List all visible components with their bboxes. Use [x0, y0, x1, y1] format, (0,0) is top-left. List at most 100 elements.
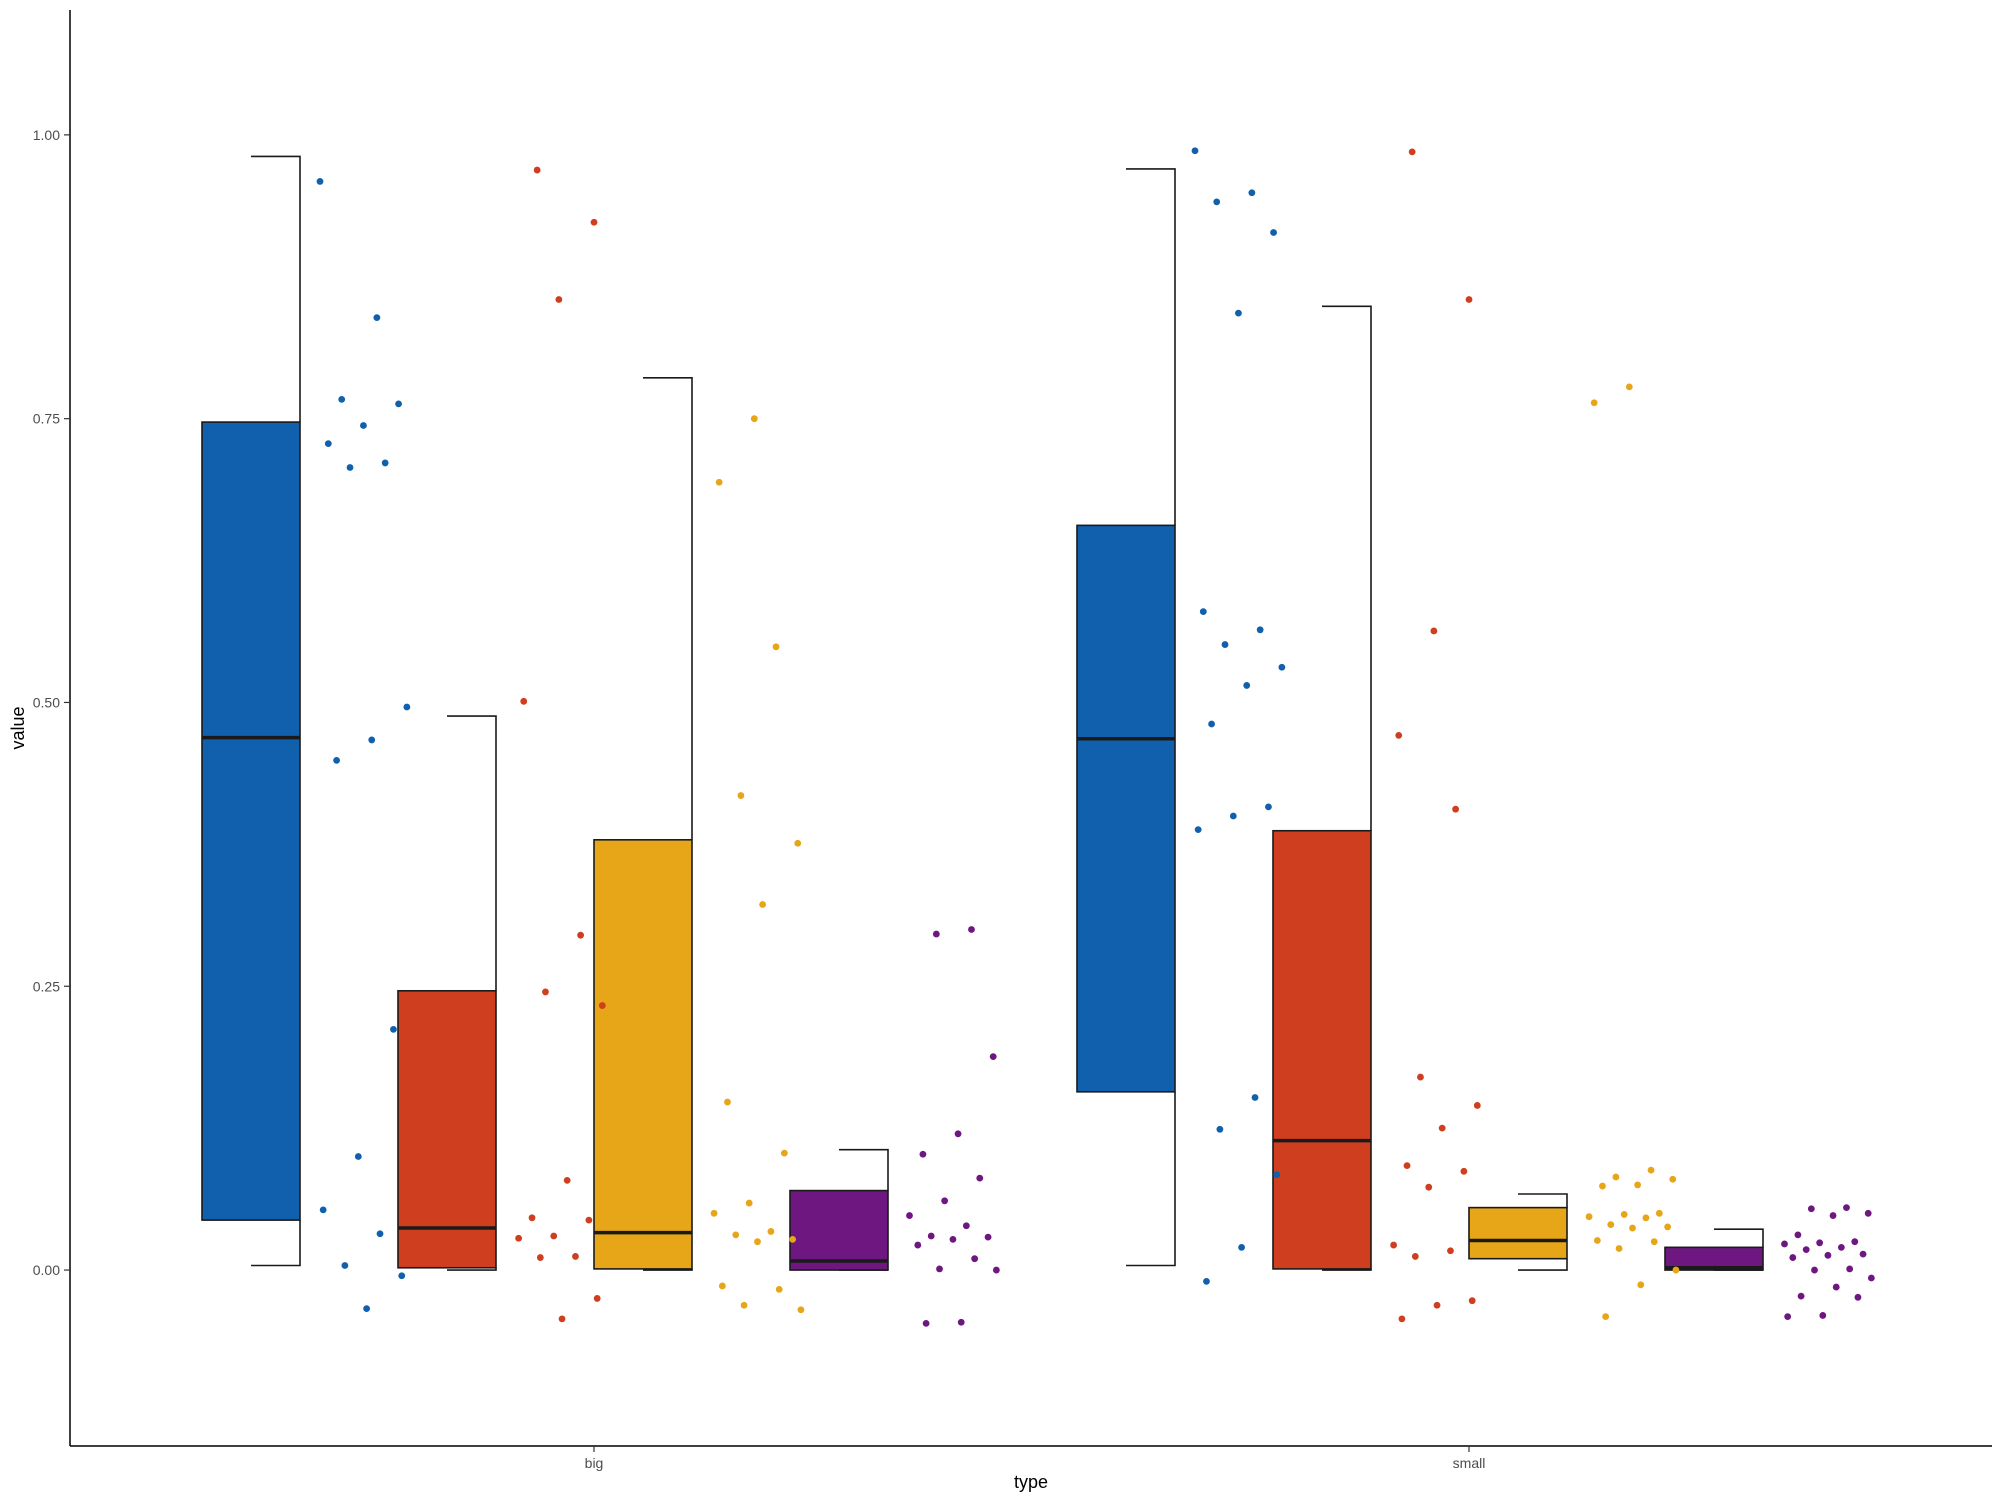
point-big-0-4: [360, 422, 367, 429]
point-big-2-10: [767, 1228, 775, 1235]
point-big-1-11: [515, 1234, 523, 1242]
point-big-2-2: [772, 643, 780, 651]
lower-whisker: [1518, 1258, 1568, 1271]
point-small-3-10: [1859, 1250, 1867, 1258]
point-small-0-1: [1248, 189, 1256, 197]
point-small-1-16: [1398, 1315, 1406, 1323]
box-body: [397, 989, 497, 1269]
point-big-0-15: [341, 1262, 349, 1269]
point-big-0-17: [363, 1305, 371, 1313]
point-small-0-15: [1216, 1125, 1224, 1133]
point-small-1-12: [1447, 1247, 1454, 1255]
point-big-0-3: [395, 400, 402, 408]
point-big-2-15: [775, 1285, 783, 1293]
point-small-3-2: [1864, 1209, 1872, 1217]
point-small-1-2: [1430, 627, 1438, 635]
y-tick-label: 0.50: [33, 694, 60, 710]
upper-whisker: [447, 715, 497, 991]
y-tick-label: 0.25: [33, 978, 60, 994]
point-small-1-3: [1395, 731, 1403, 739]
point-small-1-11: [1390, 1241, 1398, 1249]
point-big-1-6: [598, 1002, 606, 1009]
upper-whisker: [1518, 1193, 1568, 1208]
point-small-0-12: [1229, 812, 1237, 820]
point-small-0-14: [1251, 1094, 1259, 1101]
point-big-1-15: [558, 1315, 566, 1323]
point-small-1-1: [1465, 296, 1473, 303]
upper-whisker: [643, 376, 693, 840]
point-small-2-16: [1615, 1245, 1623, 1252]
point-small-2-11: [1607, 1221, 1615, 1229]
point-small-3-18: [1854, 1293, 1862, 1301]
point-big-1-8: [528, 1214, 536, 1222]
point-small-3-4: [1794, 1231, 1802, 1239]
point-big-0-12: [354, 1153, 362, 1160]
point-small-3-16: [1832, 1283, 1840, 1291]
point-small-1-8: [1403, 1162, 1411, 1170]
point-big-1-2: [555, 296, 563, 303]
point-small-2-12: [1664, 1223, 1672, 1231]
upper-whisker: [1714, 1228, 1764, 1248]
point-big-3-7: [906, 1212, 913, 1219]
point-small-3-17: [1797, 1292, 1805, 1300]
point-big-2-7: [780, 1149, 788, 1157]
point-small-0-5: [1199, 608, 1207, 616]
point-big-3-9: [927, 1232, 935, 1240]
point-small-1-6: [1473, 1102, 1481, 1109]
point-big-1-9: [585, 1216, 593, 1224]
box-big-1: [397, 715, 497, 1271]
point-big-2-17: [797, 1306, 805, 1314]
point-small-1-13: [1411, 1253, 1419, 1260]
y-axis-title: value: [8, 706, 28, 749]
point-small-2-15: [1650, 1238, 1658, 1246]
box-body: [1076, 524, 1176, 1093]
lower-whisker: [1126, 1091, 1176, 1267]
axes-layer: [69, 10, 1992, 1447]
point-small-0-2: [1213, 198, 1221, 206]
point-big-0-5: [324, 440, 332, 448]
point-big-0-16: [398, 1272, 406, 1280]
point-big-1-4: [577, 931, 584, 939]
box-big-3: [789, 1148, 889, 1271]
point-small-1-0: [1408, 148, 1416, 156]
box-big-0: [201, 155, 301, 1267]
point-small-2-19: [1602, 1313, 1610, 1320]
point-small-2-0: [1625, 383, 1633, 391]
point-big-3-17: [922, 1320, 930, 1327]
point-small-1-4: [1452, 805, 1459, 813]
point-small-0-18: [1203, 1277, 1210, 1285]
point-small-2-4: [1669, 1175, 1677, 1183]
point-small-3-1: [1807, 1205, 1815, 1213]
point-small-3-3: [1829, 1212, 1837, 1219]
point-big-1-1: [590, 218, 598, 226]
point-big-1-5: [542, 988, 549, 996]
point-small-2-6: [1599, 1182, 1606, 1190]
point-big-3-12: [914, 1241, 922, 1249]
y-tick-label: 0.75: [33, 411, 60, 427]
point-small-2-14: [1593, 1237, 1601, 1244]
point-big-0-1: [373, 314, 381, 322]
box-body: [201, 421, 301, 1221]
box-body: [593, 839, 693, 1270]
point-big-2-6: [724, 1098, 731, 1106]
point-big-1-3: [520, 697, 528, 705]
point-small-2-2: [1647, 1166, 1655, 1174]
point-big-1-0: [533, 166, 541, 174]
point-small-0-3: [1270, 229, 1277, 236]
point-big-0-11: [390, 1025, 397, 1033]
point-big-3-14: [936, 1265, 943, 1273]
box-small-0: [1076, 168, 1176, 1267]
x-axis-title: type: [1014, 1472, 1048, 1492]
point-small-1-14: [1468, 1297, 1476, 1305]
point-small-0-10: [1208, 720, 1215, 728]
point-big-3-15: [992, 1266, 1000, 1274]
point-small-0-8: [1278, 663, 1286, 671]
point-big-2-16: [740, 1301, 748, 1309]
point-big-1-10: [550, 1232, 558, 1240]
point-big-0-2: [338, 395, 346, 403]
upper-whisker: [839, 1148, 889, 1191]
point-big-2-5: [759, 901, 767, 908]
point-big-3-3: [954, 1130, 962, 1138]
point-small-2-9: [1585, 1213, 1593, 1221]
